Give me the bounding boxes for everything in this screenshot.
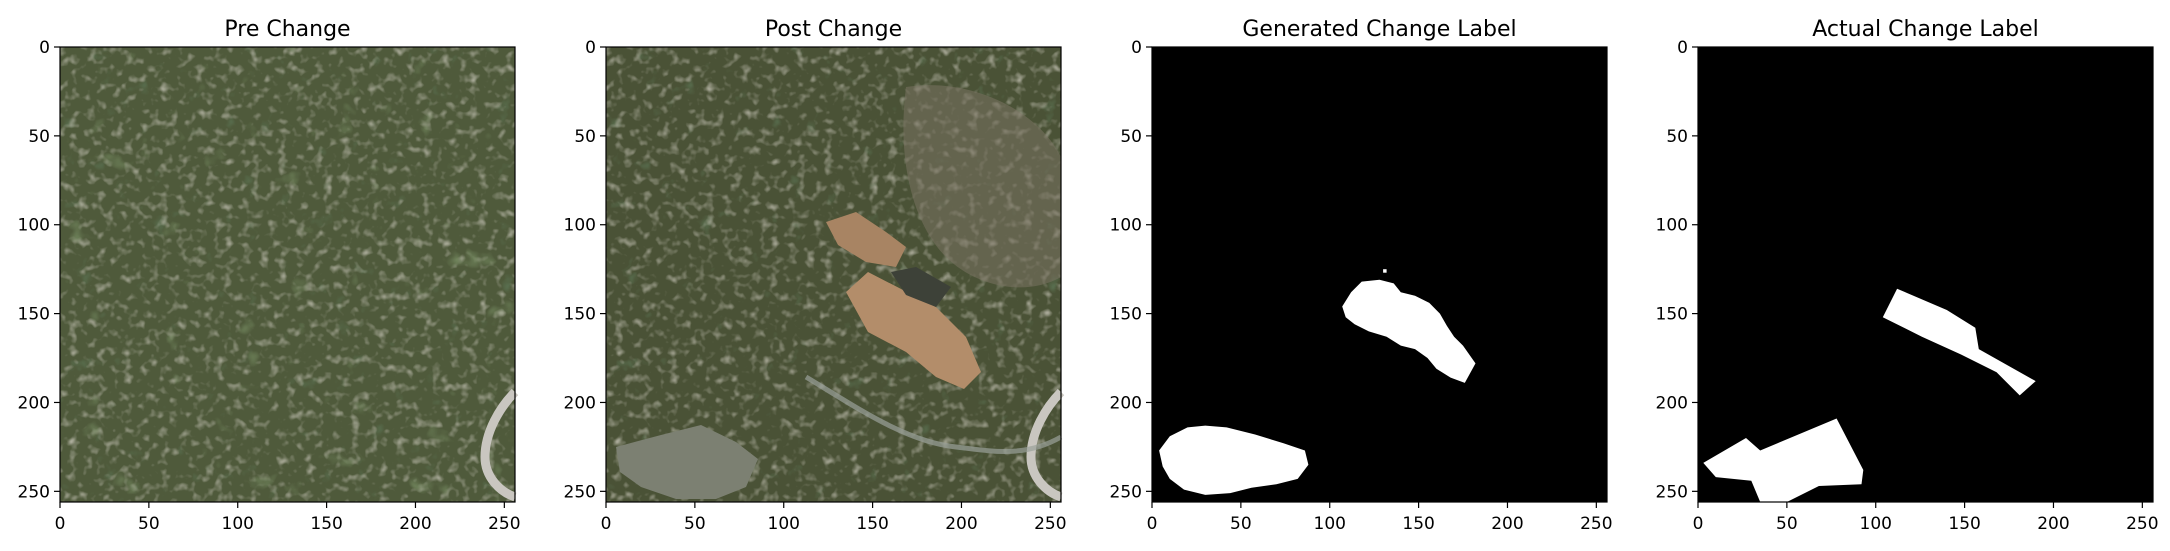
x-tick-label: 200	[945, 514, 977, 534]
x-tick-label: 200	[2037, 514, 2069, 534]
y-tick-label: 200	[18, 393, 50, 413]
post-image-clearing	[903, 85, 1061, 288]
x-tick-label: 250	[1034, 514, 1066, 534]
x-tick-label: 150	[310, 514, 342, 534]
x-tick-label: 200	[399, 514, 431, 534]
actual-change-region	[1882, 288, 2036, 396]
panel-post-yaxis: 0 50 100 150 200 250	[564, 38, 606, 502]
y-tick-label: 100	[18, 216, 50, 236]
post-building-lower	[616, 425, 758, 499]
y-tick-label: 50	[574, 127, 596, 147]
panel-generated-title: Generated Change Label	[1242, 17, 1516, 42]
x-tick-label: 250	[488, 514, 520, 534]
x-tick-label: 100	[1860, 514, 1892, 534]
y-tick-label: 250	[564, 482, 596, 502]
x-tick-label: 50	[1230, 514, 1252, 534]
generated-change-region	[1159, 425, 1309, 495]
panel-actual-yaxis: 0 50 100 150 200 250	[1656, 38, 1698, 502]
post-image-road	[1026, 388, 1065, 502]
y-tick-label: 0	[1131, 38, 1142, 58]
y-tick-label: 250	[18, 482, 50, 502]
x-tick-label: 50	[1776, 514, 1798, 534]
y-tick-label: 50	[1666, 127, 1688, 147]
x-tick-label: 100	[1314, 514, 1346, 534]
panel-actual: Actual Change Label 0 50 100 150 200 250 0 50 1…	[1656, 17, 2159, 534]
y-tick-label: 200	[1656, 393, 1688, 413]
generated-mask-background	[1152, 47, 1607, 502]
panel-pre-xaxis: 0 50 100 150 200 250	[55, 502, 521, 534]
generated-change-region	[1383, 269, 1387, 273]
x-tick-label: 0	[55, 514, 66, 534]
y-tick-label: 250	[1656, 482, 1688, 502]
y-tick-label: 250	[1110, 482, 1142, 502]
y-tick-label: 0	[1677, 38, 1688, 58]
x-tick-label: 0	[1147, 514, 1158, 534]
y-tick-label: 150	[1656, 305, 1688, 325]
x-tick-label: 200	[1491, 514, 1523, 534]
x-tick-label: 150	[1948, 514, 1980, 534]
y-tick-label: 50	[28, 127, 50, 147]
x-tick-label: 100	[768, 514, 800, 534]
y-tick-label: 200	[1110, 393, 1142, 413]
panel-generated-frame	[1151, 46, 1608, 503]
panel-actual-image	[1698, 47, 2153, 502]
pre-image-road	[480, 388, 519, 502]
actual-mask-background	[1698, 47, 2153, 502]
panel-generated-yaxis: 0 50 100 150 200 250	[1110, 38, 1152, 502]
panel-actual-frame	[1697, 46, 2154, 503]
panel-post-frame	[605, 46, 1062, 503]
pre-image-texture-green	[60, 47, 515, 502]
y-tick-label: 0	[39, 38, 50, 58]
x-tick-label: 50	[684, 514, 706, 534]
post-building-roofdark	[891, 267, 951, 307]
panel-generated: Generated Change Label 0 50 100 150 200 250 0…	[1110, 17, 1613, 534]
y-tick-label: 200	[564, 393, 596, 413]
panel-pre: Pre Change 0 50 100 150 200 250 0 50 100 150 200 2…	[18, 17, 521, 534]
y-tick-label: 150	[564, 305, 596, 325]
generated-change-region	[1342, 279, 1476, 383]
panel-actual-xaxis: 0 50 100 150 200 250	[1693, 502, 2159, 534]
y-tick-label: 150	[1110, 305, 1142, 325]
panel-post-image	[606, 47, 1065, 502]
y-tick-label: 100	[1110, 216, 1142, 236]
y-tick-label: 50	[1120, 127, 1142, 147]
x-tick-label: 250	[1580, 514, 1612, 534]
panel-generated-xaxis: 0 50 100 150 200 250	[1147, 502, 1613, 534]
panel-actual-title: Actual Change Label	[1812, 17, 2039, 42]
generated-mask-regions	[1159, 269, 1476, 495]
panel-post-title: Post Change	[765, 17, 902, 42]
x-tick-label: 100	[222, 514, 254, 534]
panel-pre-yaxis: 0 50 100 150 200 250	[18, 38, 60, 502]
x-tick-label: 250	[2126, 514, 2158, 534]
y-tick-label: 100	[564, 216, 596, 236]
post-building-upper	[826, 212, 906, 267]
x-tick-label: 0	[1693, 514, 1704, 534]
panel-post: Post Change 0 50 100 150 200 250 0 50 100 150 200…	[564, 17, 1067, 534]
x-tick-label: 150	[1402, 514, 1434, 534]
panel-post-xaxis: 0 50 100 150 200 250	[601, 502, 1067, 534]
y-tick-label: 100	[1656, 216, 1688, 236]
panel-pre-title: Pre Change	[224, 17, 350, 42]
x-tick-label: 150	[856, 514, 888, 534]
post-building-main	[846, 272, 981, 389]
panel-pre-image	[60, 47, 519, 502]
post-image-path	[804, 374, 1063, 454]
x-tick-label: 50	[138, 514, 160, 534]
actual-change-region	[1703, 418, 1864, 502]
actual-mask-regions	[1703, 288, 2036, 502]
y-tick-label: 150	[18, 305, 50, 325]
panel-generated-image	[1152, 47, 1607, 502]
y-tick-label: 0	[585, 38, 596, 58]
panel-pre-frame	[59, 46, 516, 503]
x-tick-label: 0	[601, 514, 612, 534]
